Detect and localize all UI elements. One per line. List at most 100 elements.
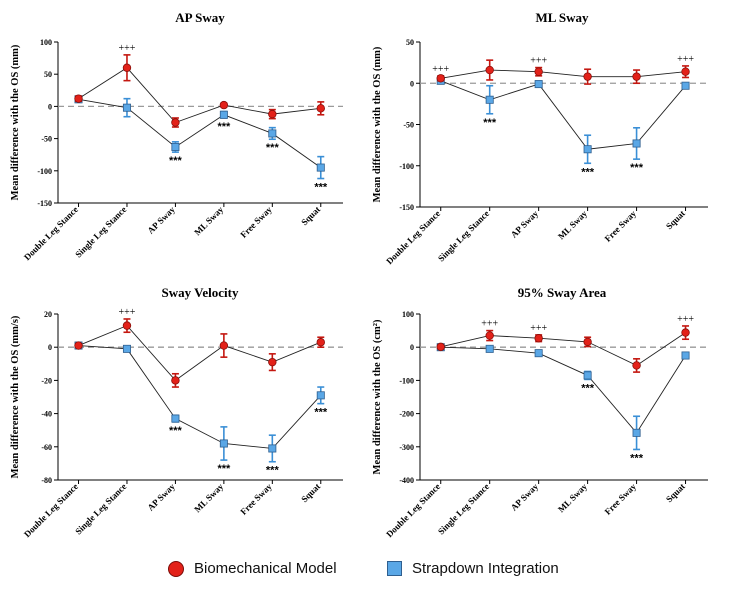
series-strapdown — [74, 95, 325, 180]
legend-label-biomechanical: Biomechanical Model — [194, 560, 337, 577]
series-line-strapdown — [78, 345, 322, 449]
data-point-strapdown — [268, 444, 277, 453]
x-tick-label: Squat — [299, 481, 322, 504]
data-point-strapdown — [583, 145, 592, 154]
y-tick-label: -20 — [41, 376, 52, 385]
y-tick-label: 50 — [44, 70, 52, 79]
x-tick-label: Single Leg Stance — [436, 481, 491, 536]
data-point-biomechanical — [485, 65, 494, 75]
significance-marker: *** — [266, 142, 280, 154]
data-point-strapdown — [219, 110, 228, 119]
y-tick-label: -200 — [399, 410, 414, 419]
y-tick-label: 0 — [48, 102, 52, 111]
series-line-biomechanical — [78, 67, 321, 124]
chart-title: 95% Sway Area — [518, 285, 607, 300]
x-tick-label: Double Leg Stance — [384, 208, 442, 266]
x-tick-label: ML Sway — [556, 481, 589, 514]
series-line-strapdown — [78, 98, 322, 168]
data-point-biomechanical — [171, 376, 180, 385]
chart-panel-4: 95% Sway Area Mean difference with the OS… — [372, 285, 708, 539]
x-tick-label: Double Leg Stance — [22, 481, 80, 539]
data-point-biomechanical — [122, 321, 132, 330]
y-tick-label: -150 — [37, 199, 52, 208]
data-point-biomechanical — [219, 341, 229, 350]
series-line-biomechanical — [78, 325, 321, 382]
x-tick-label: Double Leg Stance — [384, 481, 442, 539]
data-point-strapdown — [583, 371, 592, 380]
y-axis-label: Mean difference with the OS (cm²) — [372, 319, 383, 474]
y-tick-label: -100 — [399, 376, 414, 385]
significance-marker: +++ — [119, 307, 136, 318]
data-point-strapdown — [219, 439, 228, 448]
significance-marker: *** — [266, 465, 280, 477]
x-tick-label: ML Sway — [192, 481, 225, 514]
x-tick-label: AP Sway — [509, 208, 541, 240]
significance-marker: *** — [630, 162, 644, 174]
x-tick-label: Single Leg Stance — [436, 208, 491, 263]
data-point-biomechanical — [681, 328, 690, 337]
significance-marker: +++ — [481, 319, 498, 330]
x-tick-label: Squat — [664, 481, 687, 504]
y-tick-label: -50 — [403, 121, 414, 130]
significance-marker: *** — [314, 182, 328, 194]
x-tick-label: Squat — [299, 204, 322, 227]
data-point-biomechanical — [485, 331, 494, 340]
significance-marker: *** — [581, 166, 595, 178]
y-axis-label: Mean difference with the OS (mm) — [10, 44, 21, 200]
y-tick-label: 100 — [40, 38, 52, 47]
significance-marker: *** — [169, 155, 183, 167]
series-line-strapdown — [440, 346, 686, 434]
legend-item-biomechanical: Biomechanical Model — [168, 560, 337, 577]
x-tick-label: Free Sway — [603, 208, 639, 244]
significance-marker: +++ — [530, 56, 547, 67]
data-point-strapdown — [171, 142, 180, 151]
series-line-biomechanical — [440, 332, 686, 366]
series-strapdown — [436, 343, 690, 451]
data-point-strapdown — [171, 414, 180, 423]
data-point-strapdown — [632, 139, 641, 148]
x-tick-label: Single Leg Stance — [73, 204, 128, 259]
data-point-biomechanical — [534, 334, 543, 343]
data-point-biomechanical — [316, 338, 325, 347]
data-point-biomechanical — [122, 63, 132, 72]
x-tick-label: Squat — [664, 208, 687, 231]
significance-marker: +++ — [530, 323, 547, 334]
data-point-biomechanical — [316, 104, 325, 113]
y-tick-label: -40 — [41, 410, 52, 419]
series-line-strapdown — [440, 80, 686, 150]
data-point-strapdown — [122, 344, 131, 353]
y-tick-label: 0 — [410, 343, 414, 352]
data-point-strapdown — [681, 351, 690, 360]
legend-label-strapdown: Strapdown Integration — [412, 560, 559, 577]
significance-marker: +++ — [677, 54, 694, 65]
y-tick-label: 0 — [48, 343, 52, 352]
y-tick-label: -300 — [399, 443, 414, 452]
data-point-strapdown — [122, 103, 131, 112]
y-tick-label: 0 — [410, 79, 414, 88]
significance-marker: *** — [314, 407, 328, 419]
x-tick-label: Double Leg Stance — [22, 204, 80, 262]
chart-title: Sway Velocity — [162, 285, 239, 300]
data-point-strapdown — [534, 349, 543, 358]
significance-marker: *** — [483, 117, 497, 129]
data-point-biomechanical — [436, 342, 445, 352]
series-biomechanical — [436, 59, 690, 85]
legend-circle-marker — [168, 560, 184, 577]
significance-marker: *** — [630, 452, 644, 464]
x-tick-label: Single Leg Stance — [73, 481, 128, 536]
data-point-biomechanical — [632, 361, 641, 370]
significance-marker: +++ — [119, 43, 136, 54]
data-point-biomechanical — [436, 74, 445, 83]
significance-marker: *** — [217, 121, 231, 133]
significance-marker: *** — [169, 425, 183, 437]
data-point-strapdown — [316, 163, 325, 172]
data-point-biomechanical — [534, 67, 543, 76]
significance-marker: +++ — [677, 314, 694, 325]
data-point-strapdown — [316, 391, 325, 400]
y-tick-label: 50 — [406, 38, 414, 47]
series-biomechanical — [436, 325, 690, 373]
chart-panel-3: Sway Velocity Mean difference with the OS… — [10, 285, 343, 539]
chart-panel-1: AP Sway Mean difference with the OS (mm) -… — [10, 10, 343, 262]
data-point-strapdown — [681, 81, 690, 90]
x-tick-label: Free Sway — [238, 481, 274, 517]
